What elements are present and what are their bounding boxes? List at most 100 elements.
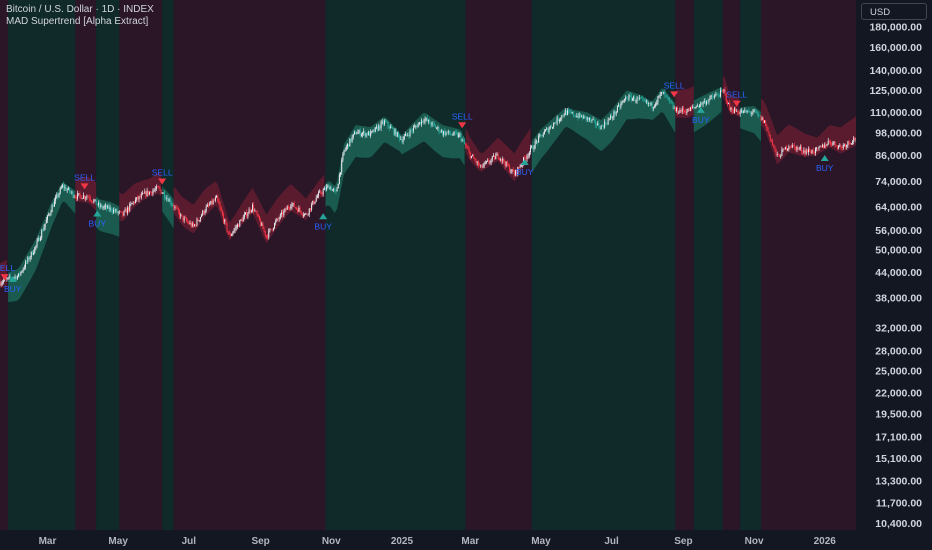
candle-body xyxy=(497,153,499,158)
candle-body xyxy=(570,111,572,114)
candle-body xyxy=(765,120,767,127)
candle-body xyxy=(99,202,101,207)
candles-layer xyxy=(0,86,857,287)
candle-body xyxy=(779,154,781,157)
candle-body xyxy=(854,137,856,140)
candle-body xyxy=(113,209,115,213)
candle-body xyxy=(213,200,215,202)
candle-body xyxy=(92,201,94,203)
candle-body xyxy=(691,107,693,109)
candle-body xyxy=(386,121,388,123)
candle-body xyxy=(211,200,213,205)
candle-body xyxy=(264,230,266,236)
candle-body xyxy=(425,118,427,120)
candle-body xyxy=(619,105,621,108)
candle-body xyxy=(103,206,105,208)
candle-body xyxy=(519,166,521,168)
candle-body xyxy=(784,146,786,150)
candle-body xyxy=(655,103,657,107)
candle-body xyxy=(431,122,433,126)
candle-body xyxy=(575,116,577,118)
candle-body xyxy=(115,209,117,212)
candle-body xyxy=(792,144,794,146)
candle-body xyxy=(407,134,409,136)
candle-body xyxy=(241,219,243,222)
candle-body xyxy=(308,208,310,215)
candle-body xyxy=(827,140,829,145)
candle-body xyxy=(466,146,468,148)
candle-body xyxy=(197,219,199,221)
candle-body xyxy=(67,187,69,190)
candle-body xyxy=(355,131,357,135)
candle-body xyxy=(23,267,25,269)
candle-body xyxy=(536,141,538,143)
candle-body xyxy=(706,101,708,105)
candle-body xyxy=(419,122,421,125)
supertrend-band-bull xyxy=(740,106,761,142)
candle-body xyxy=(330,187,332,191)
candle-body xyxy=(296,207,298,209)
candle-body xyxy=(631,98,633,101)
candle-body xyxy=(674,108,676,112)
candle-body xyxy=(767,127,769,132)
candle-body xyxy=(400,138,402,140)
candle-body xyxy=(268,230,270,238)
candle-body xyxy=(555,122,557,124)
candle-body xyxy=(547,128,549,133)
candle-body xyxy=(413,127,415,131)
candle-body xyxy=(316,195,318,198)
candle-body xyxy=(84,195,86,199)
candle-body xyxy=(485,161,487,163)
candle-body xyxy=(535,141,537,143)
candle-body xyxy=(448,131,450,134)
candle-body xyxy=(642,98,644,99)
candle-body xyxy=(272,228,274,231)
candle-body xyxy=(797,147,799,149)
candle-body xyxy=(684,110,686,112)
candle-body xyxy=(656,101,658,104)
candle-body xyxy=(505,161,507,167)
time-tick-label: Sep xyxy=(674,536,692,547)
candle-body xyxy=(227,231,229,234)
candle-body xyxy=(699,105,701,108)
candle-body xyxy=(411,130,413,132)
candle-body xyxy=(125,209,127,214)
candle-body xyxy=(240,219,242,221)
candle-body xyxy=(783,148,785,150)
candle-body xyxy=(467,147,469,150)
candle-body xyxy=(381,121,383,123)
candle-body xyxy=(812,149,814,153)
candle-body xyxy=(107,205,109,209)
currency-button[interactable]: USD xyxy=(861,3,927,20)
candle-body xyxy=(424,119,426,122)
candle-body xyxy=(601,125,603,127)
candle-body xyxy=(666,95,668,98)
trend-zone-bear xyxy=(119,0,163,530)
candle-body xyxy=(799,147,801,149)
candle-body xyxy=(686,111,688,114)
candle-body xyxy=(833,141,835,143)
candle-body xyxy=(371,131,373,132)
candle-body xyxy=(315,197,317,202)
candle-body xyxy=(586,117,588,120)
candle-body xyxy=(428,119,430,122)
candle-body xyxy=(788,146,790,149)
candle-body xyxy=(583,115,585,119)
candle-body xyxy=(794,145,796,147)
price-tick-label: 125,000.00 xyxy=(869,85,922,97)
candle-body xyxy=(75,197,77,199)
candle-body xyxy=(672,103,674,109)
candle-body xyxy=(701,102,703,105)
candle-body xyxy=(769,134,771,141)
candle-body xyxy=(88,196,90,199)
candle-body xyxy=(146,190,148,197)
candle-body xyxy=(124,209,126,212)
candle-body xyxy=(665,94,667,96)
candle-body xyxy=(711,96,713,98)
candle-body xyxy=(641,98,643,99)
candle-body xyxy=(293,203,295,208)
candle-body xyxy=(805,150,807,154)
candle-body xyxy=(297,208,299,212)
candle-body xyxy=(167,197,169,202)
